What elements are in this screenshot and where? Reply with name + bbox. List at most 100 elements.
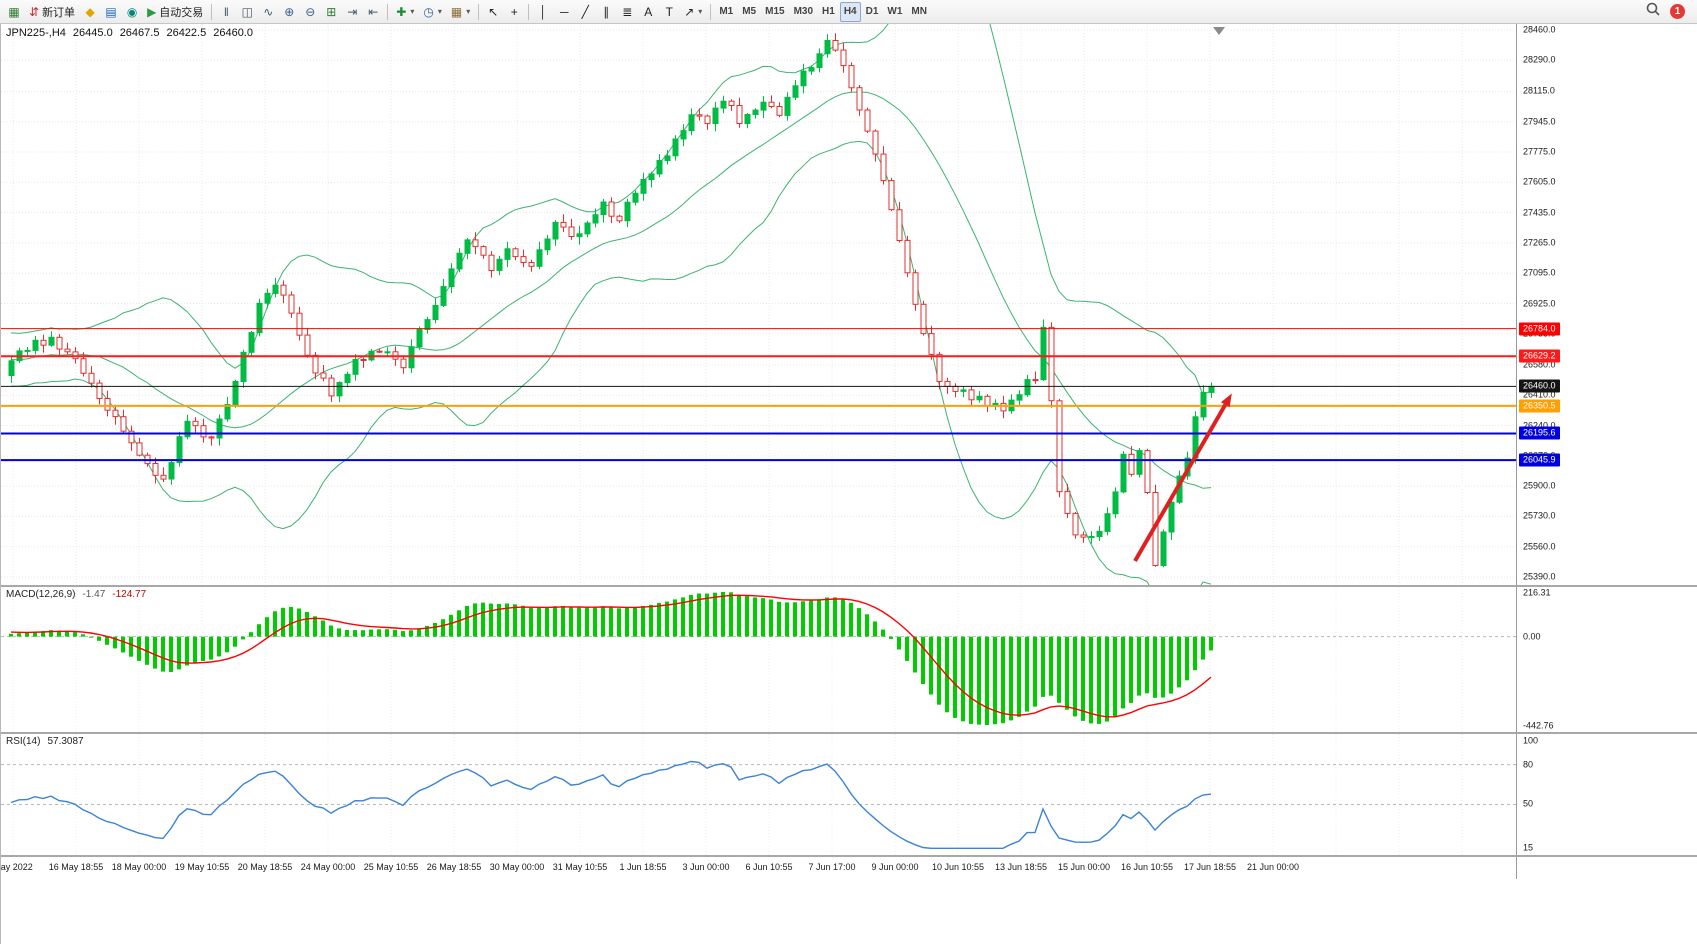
price-tick-label: 25730.0	[1523, 510, 1556, 521]
candles-button[interactable]: ◫	[237, 2, 257, 22]
tf-h1-button[interactable]: H1	[818, 2, 839, 22]
label-button[interactable]: T	[659, 2, 679, 22]
time-label: 13 Jun 18:55	[994, 862, 1048, 872]
tf-mn-button[interactable]: MN	[907, 2, 931, 22]
tf-h4-button[interactable]: H4	[839, 1, 861, 22]
panel-separator[interactable]	[1, 585, 1697, 587]
macd-axis[interactable]: 216.31 0.00 -442.76	[1516, 587, 1697, 732]
indicators-button[interactable]: ✚ ▾	[392, 2, 418, 22]
auto-scroll-button[interactable]: ⇥	[342, 2, 362, 22]
time-label: 16 May 18:55	[48, 862, 104, 872]
zoom-in-icon: ⊕	[284, 4, 295, 19]
rsi-axis[interactable]: 100 80 50 15	[1516, 734, 1697, 855]
time-label: 1 Jun 18:55	[619, 862, 667, 872]
macd-canvas[interactable]	[1, 587, 1516, 732]
rsi-panel[interactable]: RSI(14) 57.3087	[1, 734, 1516, 855]
channel-button[interactable]: ∥	[596, 2, 616, 22]
bars-button[interactable]: ‖	[216, 2, 236, 22]
chart-shift-button[interactable]: ⇤	[363, 2, 383, 22]
tf-m5-button[interactable]: M5	[738, 2, 760, 22]
rsi-axis-label: 50	[1523, 798, 1534, 809]
toolbar-separator	[387, 3, 389, 20]
crosshair-button[interactable]: +	[504, 2, 524, 22]
tf-d1-button-label: D1	[865, 6, 879, 17]
trendline-icon: ╱	[581, 4, 589, 19]
tile-windows-button[interactable]: ⊞	[321, 2, 341, 22]
template-chart-icon: ▦	[450, 4, 463, 19]
price-tick-label: 26925.0	[1523, 298, 1556, 308]
price-tag[interactable]: 26629.2	[1519, 349, 1560, 363]
price-tick-label: 27265.0	[1523, 237, 1556, 248]
new-order-button[interactable]: ⇵ 新订单	[25, 2, 79, 22]
price-tag[interactable]: 26784.0	[1519, 322, 1560, 336]
templates-button[interactable]: ▦ ▾	[447, 2, 474, 22]
new-chart-button[interactable]: ▦	[4, 2, 24, 22]
navigator-button[interactable]: ◉	[122, 2, 142, 22]
price-axis[interactable]: 28460.0 28290.0 28115.0 27945.0 27775.0 27605…	[1516, 24, 1697, 585]
shapes-button[interactable]: ↗ ▾	[680, 2, 706, 22]
notification-badge[interactable]: 1	[1670, 4, 1685, 19]
price-tick-label: 28460.0	[1523, 24, 1556, 35]
tf-m1-button[interactable]: M1	[715, 2, 737, 22]
price-tag[interactable]: 26045.9	[1519, 453, 1560, 467]
market-watch-button[interactable]: ▤	[101, 2, 121, 22]
macd-value-signal: -124.77	[112, 589, 147, 600]
macd-histogram	[9, 592, 1213, 725]
new-order-icon: ⇵	[29, 4, 40, 19]
fibonacci-button[interactable]: ≣	[617, 2, 637, 22]
chevron-down-icon[interactable]: ▾	[698, 7, 703, 16]
chart-window-icon: ▦	[8, 4, 20, 19]
price-tag[interactable]: 26350.5	[1519, 399, 1560, 413]
line-chart-button[interactable]: ∿	[258, 2, 278, 22]
price-tag[interactable]: 26460.0	[1519, 379, 1560, 393]
autotrading-button[interactable]: ▶ 自动交易	[143, 2, 207, 22]
time-axis[interactable]: May 2022 16 May 18:55 18 May 00:00 19 May 1…	[1, 857, 1516, 879]
time-label: 7 Jun 17:00	[808, 862, 856, 872]
price-tick-label: 27605.0	[1523, 176, 1556, 187]
zoom-out-button[interactable]: ⊖	[300, 2, 320, 22]
cursor-button[interactable]: ↖	[483, 2, 503, 22]
macd-panel[interactable]: MACD(12,26,9) -1.47 -124.77	[1, 587, 1516, 732]
price-tick-label: 27435.0	[1523, 207, 1556, 218]
time-label: 15 Jun 00:00	[1057, 862, 1111, 872]
time-label: 3 Jun 00:00	[682, 862, 730, 872]
time-label: 16 Jun 10:55	[1120, 862, 1174, 872]
chevron-down-icon[interactable]: ▾	[466, 7, 471, 16]
search-icon[interactable]	[1646, 2, 1660, 21]
text-button[interactable]: A	[638, 2, 658, 22]
axis-corner	[1516, 857, 1697, 879]
tf-m30-button[interactable]: M30	[790, 2, 817, 22]
panel-separator[interactable]	[1, 732, 1697, 734]
vertical-line-button[interactable]: │	[533, 2, 553, 22]
tf-mn-button-label: MN	[911, 6, 927, 17]
macd-value-main: -1.47	[82, 589, 106, 600]
equidistant-channel-icon: ∥	[603, 4, 610, 19]
horizontal-line-button[interactable]: ─	[554, 2, 574, 22]
main-chart-panel[interactable]: JPN225-,H4 26445.0 26467.5 26422.5 26460…	[1, 24, 1516, 585]
trendline-button[interactable]: ╱	[575, 2, 595, 22]
tf-d1-button[interactable]: D1	[862, 2, 883, 22]
autotrading-play-icon: ▶	[147, 4, 157, 19]
chevron-down-icon[interactable]: ▾	[437, 7, 442, 16]
chart-title: JPN225-,H4 26445.0 26467.5 26422.5 26460…	[6, 27, 253, 39]
price-tag[interactable]: 26195.6	[1519, 426, 1560, 440]
time-label: May 2022	[1, 862, 33, 872]
periods-button[interactable]: ◷ ▾	[419, 2, 446, 22]
bollinger-band	[10, 91, 1212, 489]
rsi-canvas[interactable]	[1, 734, 1516, 855]
metaeditor-button[interactable]: ◆	[80, 2, 100, 22]
time-label: 24 May 00:00	[300, 862, 356, 872]
autotrading-button-label: 自动交易	[159, 6, 204, 19]
panel-separator[interactable]	[1, 855, 1697, 857]
navigator-icon: ◉	[126, 4, 138, 19]
time-label: 18 May 00:00	[111, 862, 167, 872]
open-value: 26445.0	[72, 27, 113, 39]
zoom-in-button[interactable]: ⊕	[279, 2, 299, 22]
tf-w1-button[interactable]: W1	[883, 2, 906, 22]
trend-arrow	[1133, 403, 1228, 562]
main-chart-canvas[interactable]	[1, 24, 1516, 585]
chevron-down-icon[interactable]: ▾	[410, 7, 415, 16]
tf-m15-button[interactable]: M15	[761, 2, 788, 22]
tf-w1-button-label: W1	[887, 6, 903, 17]
tf-m15-button-label: M15	[765, 6, 785, 17]
